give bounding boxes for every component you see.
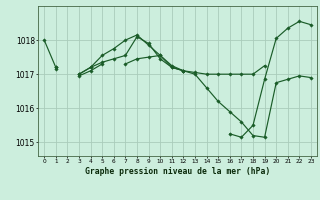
- X-axis label: Graphe pression niveau de la mer (hPa): Graphe pression niveau de la mer (hPa): [85, 167, 270, 176]
